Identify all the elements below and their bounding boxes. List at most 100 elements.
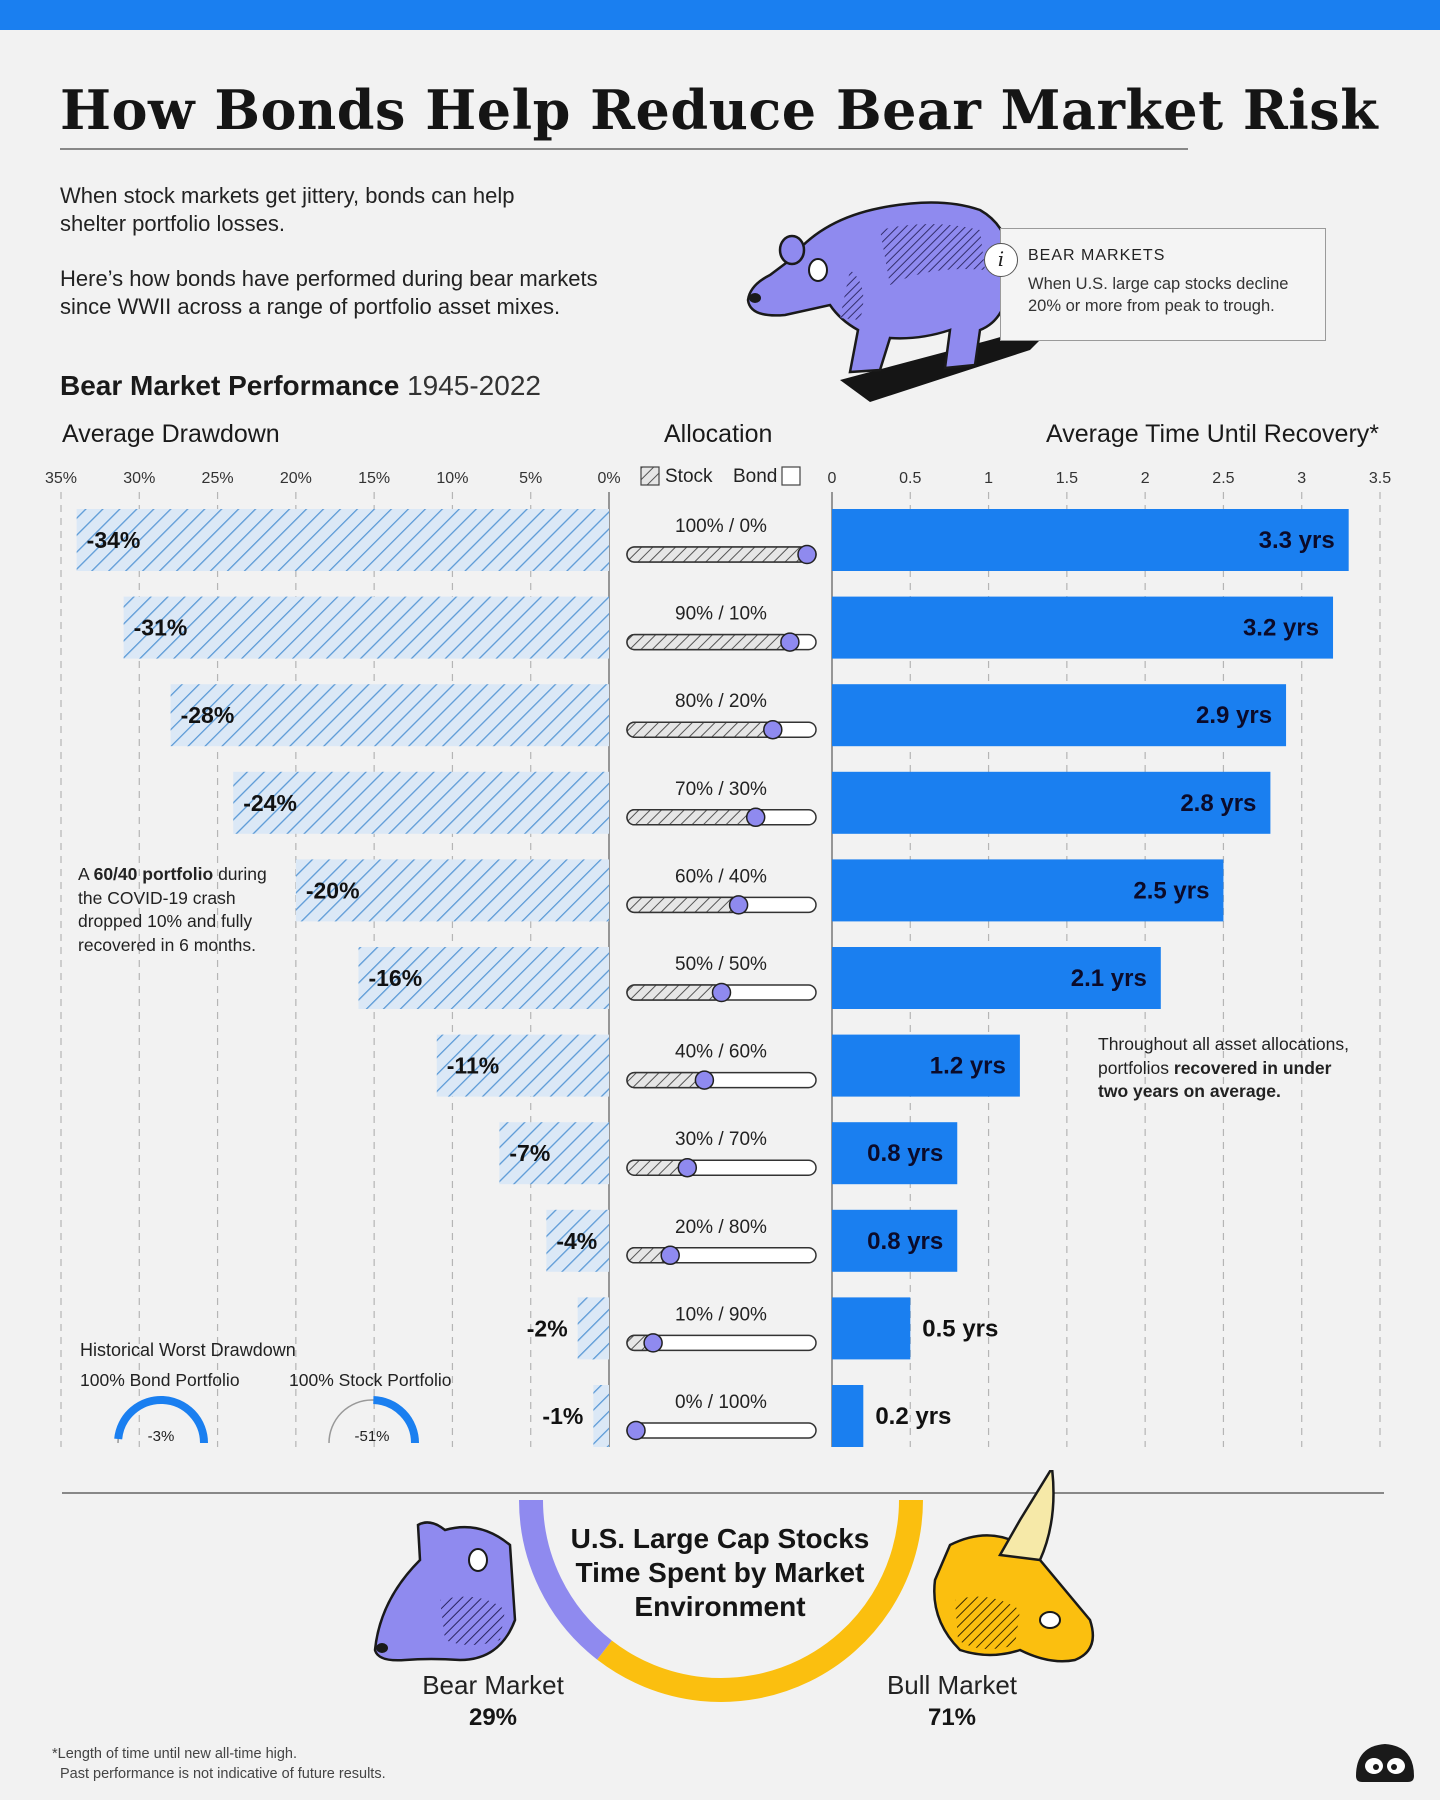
covid-note-line1: A 60/40 portfolio during [78,863,298,887]
allocation-knob [694,1070,715,1090]
donut-title-line1: U.S. Large Cap Stocks [570,1523,870,1554]
covid-note-a: A [78,864,89,884]
allocation-stock-fill [626,546,808,563]
recovery-tick-label: 2.5 [1212,470,1234,487]
recovery-tick-label: 2 [1141,470,1150,487]
info-body: When U.S. large cap stocks decline 20% o… [1028,273,1311,317]
stock-legend-swatch [640,466,660,486]
drawdown-value-label: -4% [556,1228,597,1254]
donut-title-line2: Time Spent by Market [575,1557,865,1588]
allocation-header: Allocation [664,420,773,448]
brand-logo-icon [1356,1744,1414,1782]
info-line2: 20% or more from peak to trough. [1028,297,1275,315]
bond-legend-swatch [781,466,801,486]
recovery-note-line1: Throughout all asset allocations, [1098,1034,1349,1054]
recovery-bar [832,1385,864,1447]
info-line1: When U.S. large cap stocks decline [1028,275,1289,293]
page-title: How Bonds Help Reduce Bear Market Risk [60,78,1379,142]
intro-p1-line2: shelter portfolio losses. [60,211,285,236]
drawdown-bar [295,859,609,922]
top-accent-bar [0,0,1440,30]
allocation-stock-fill [626,633,791,651]
footnote-line2: Past performance is not indicative of fu… [60,1766,386,1782]
intro-p1-line1: When stock markets get jittery, bonds ca… [60,183,515,208]
stock-legend-label: Stock [665,466,713,487]
recovery-note-line2: portfolios recovered in under [1098,1057,1388,1081]
allocation-stock-fill [626,721,774,738]
stock-gauge-fill [373,1396,419,1444]
allocation-knob [711,982,732,1003]
drawdown-value-label: -2% [527,1315,568,1341]
recovery-bar [832,1122,958,1185]
bull-market-arc [597,1499,923,1702]
allocation-knob [763,719,783,740]
bond-legend-label: Bond [733,466,777,487]
drawdown-tick-label: 5% [519,470,542,487]
intro-paragraph-2: Here’s how bonds have performed during b… [60,265,620,321]
covid-note-line2: the COVID-19 crash [78,887,236,908]
drawdown-tick-label: 25% [202,470,234,487]
allocation-knob [626,1420,646,1441]
recovery-bar [832,1209,958,1272]
recovery-bar [832,859,1224,922]
bear-market-label: Bear Market [422,1670,564,1700]
allocation-knob [780,632,800,652]
allocation-stock-fill [626,984,723,1001]
stock-portfolio-label: 100% Stock Portfolio [289,1370,452,1390]
bear-market-performance-chart: 35% 30% 25% 20% 15% 10% 5% 0% 0 0.5 1 1.5 2 2.5 3 3.5 S… [45,466,1391,1447]
bear-market-arc [519,1499,613,1660]
recovery-tick-label: 1 [984,470,993,487]
allocation-stock-fill [626,809,757,826]
allocation-label: 30% / 70% [675,1129,767,1150]
allocation-label: 60% / 40% [675,866,767,887]
bond-gauge-value: -3% [148,1428,175,1445]
recovery-value-label: 2.1 yrs [1071,965,1147,992]
allocation-stock-fill [626,896,740,914]
recovery-value-label: 3.2 yrs [1243,615,1319,642]
drawdown-value-label: -20% [306,877,360,903]
drawdown-bar [577,1297,609,1360]
allocation-label: 40% / 60% [675,1042,767,1063]
drawdown-tick-label: 0% [597,470,620,487]
drawdown-bar [123,596,609,659]
market-environment-donut [373,1470,1095,1702]
bear-head-illustration [373,1521,517,1662]
recovery-value-label: 0.8 yrs [867,1140,943,1167]
recovery-bar [832,684,1287,747]
recovery-bar [832,1034,1020,1097]
drawdown-value-label: -34% [87,527,141,553]
recovery-bar [832,596,1334,659]
recovery-value-label: 0.2 yrs [875,1403,951,1430]
bull-market-value: 71% [927,1704,977,1731]
drawdown-bar [76,509,609,571]
drawdown-tick-label: 20% [280,470,312,487]
drawdown-tick-label: 15% [358,470,390,487]
intro-p2-line2: since WWII across a range of portfolio a… [60,294,561,319]
drawdown-bar [170,684,609,747]
bond-gauge-fill [114,1396,208,1444]
drawdown-value-label: -11% [447,1053,499,1079]
allocation-knob [643,1333,663,1353]
recovery-value-label: 2.8 yrs [1180,790,1256,817]
info-icon: i [984,243,1018,277]
allocation-label: 90% / 10% [675,604,767,625]
drawdown-value-label: -24% [243,790,297,816]
allocation-knob [797,544,817,565]
recovery-tick-label: 3.5 [1369,470,1391,487]
drawdown-bar [546,1209,609,1272]
recovery-tick-label: 0 [828,470,837,487]
allocation-label: 70% / 30% [675,779,767,800]
subhead-years: 1945-2022 [407,370,541,401]
recovery-value-label: 0.8 yrs [867,1228,943,1255]
recovery-note-portfolios: portfolios [1098,1057,1170,1078]
bear-market-definition-box: i BEAR MARKETS When U.S. large cap stock… [984,228,1326,341]
recovery-value-label: 3.3 yrs [1259,527,1335,554]
title-divider [60,148,1188,150]
recovery-tick-label: 0.5 [899,470,921,487]
footnote-line1: *Length of time until new all-time high. [52,1746,298,1762]
bond-portfolio-label: 100% Bond Portfolio [80,1370,240,1390]
allocation-track [626,1422,817,1439]
allocation-label: 50% / 50% [675,954,767,975]
allocation-label: 80% / 20% [675,691,767,712]
bull-market-label: Bull Market [886,1670,1018,1700]
